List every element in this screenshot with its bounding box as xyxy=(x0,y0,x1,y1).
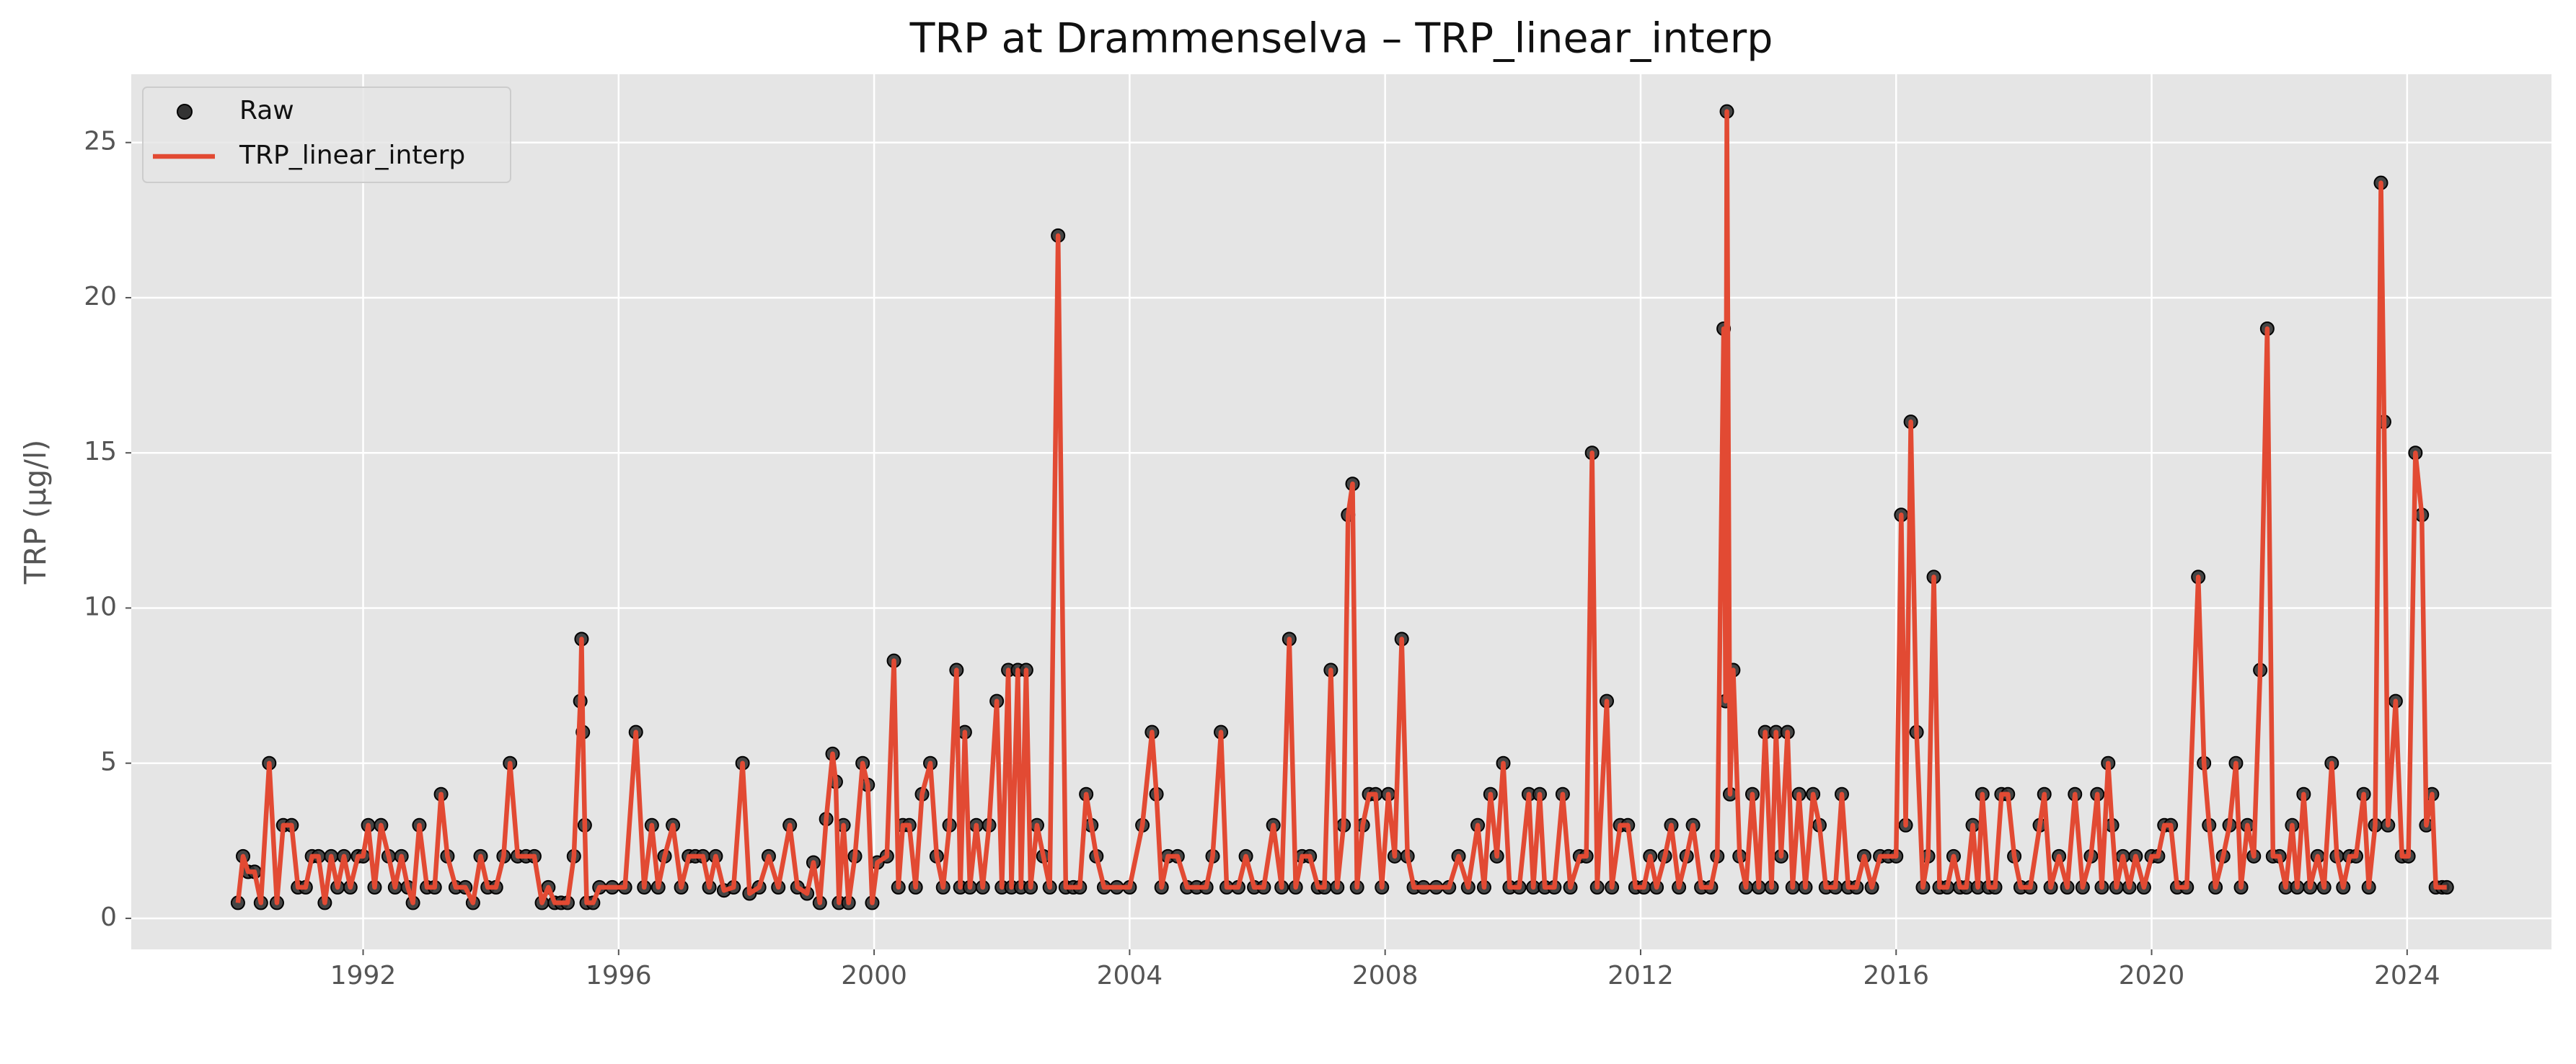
grid xyxy=(131,74,2551,949)
y-tick-label: 15 xyxy=(84,437,117,466)
axes: 0 5 10 15 20 25 1992 1996 2000 2004 2008 2012 2016 20… xyxy=(84,127,2440,990)
y-tick-label: 5 xyxy=(100,748,117,777)
y-tick-label: 0 xyxy=(100,903,117,932)
x-tick-label: 2004 xyxy=(1097,961,1163,990)
x-tick-label: 2008 xyxy=(1352,961,1419,990)
y-axis-label: TRP (µg/l) xyxy=(18,440,53,585)
x-tick-label: 2020 xyxy=(2119,961,2185,990)
series-line xyxy=(235,109,2447,905)
chart-title: TRP at Drammenselva – TRP_linear_interp xyxy=(909,15,1773,63)
x-tick-label: 2016 xyxy=(1863,961,1929,990)
legend-label: Raw xyxy=(239,96,294,125)
plot-area xyxy=(131,74,2551,949)
x-tick-label: 1992 xyxy=(330,961,397,990)
legend: Raw TRP_linear_interp xyxy=(142,87,511,183)
x-tick-label: 2024 xyxy=(2374,961,2440,990)
y-tick-label: 10 xyxy=(84,592,117,621)
y-tick-label: 20 xyxy=(84,282,117,311)
legend-label: TRP_linear_interp xyxy=(239,141,465,170)
x-tick-label: 1996 xyxy=(586,961,652,990)
y-tick-label: 25 xyxy=(84,127,117,156)
marks xyxy=(230,104,2454,910)
x-tick-label: 2012 xyxy=(1607,961,1674,990)
legend-box xyxy=(142,87,511,183)
legend-marker xyxy=(177,104,193,120)
x-tick-label: 2000 xyxy=(841,961,907,990)
